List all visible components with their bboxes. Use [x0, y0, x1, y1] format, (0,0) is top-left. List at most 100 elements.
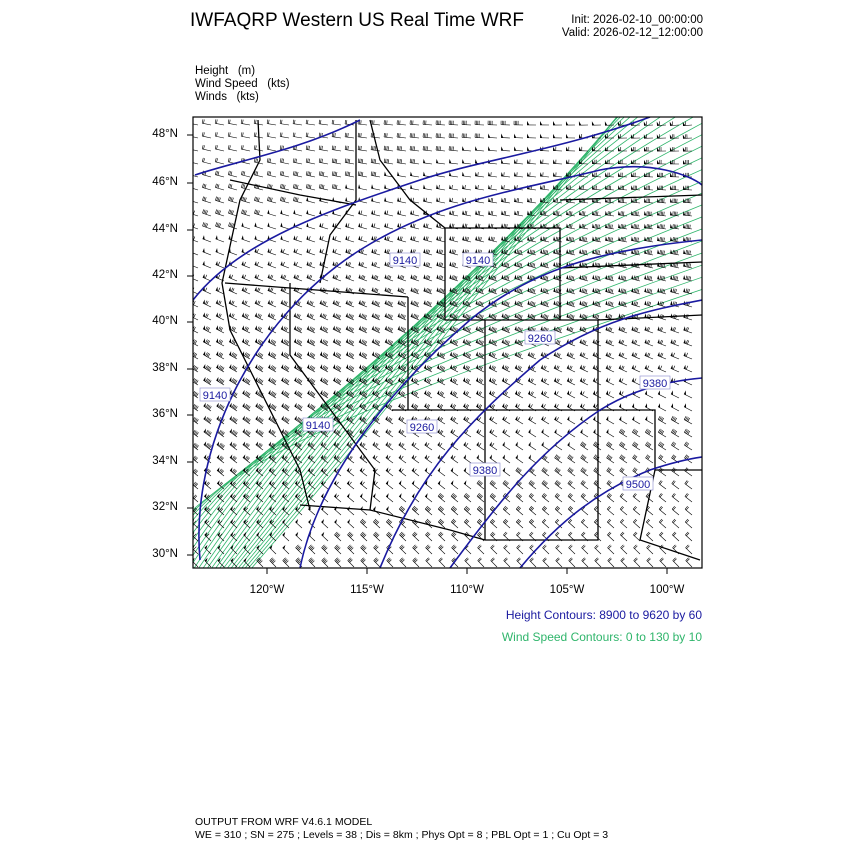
wind-barb — [618, 185, 628, 191]
wind-barb — [229, 415, 238, 425]
wind-barb — [267, 248, 277, 256]
wind-barb — [618, 223, 628, 230]
wind-barb — [606, 505, 615, 516]
wind-barb — [268, 376, 277, 386]
wind-barb — [332, 325, 342, 334]
height-contour-label: 9140 — [306, 420, 330, 432]
wind-barb — [685, 518, 693, 529]
wind-barb — [657, 351, 667, 360]
wind-barb — [331, 132, 342, 139]
wind-barb — [463, 390, 472, 399]
wind-barb — [228, 351, 238, 360]
wind-barb — [201, 119, 212, 126]
wind-barb — [308, 518, 316, 529]
footer-config: WE = 310 ; SN = 275 ; Levels = 38 ; Dis … — [195, 829, 609, 841]
lon-label: 100°W — [649, 584, 685, 596]
wind-barb — [359, 389, 368, 399]
wind-barb — [568, 557, 576, 568]
wind-barb — [646, 531, 654, 542]
wind-barb — [240, 119, 251, 126]
wind-barb — [241, 351, 251, 360]
wind-barb — [684, 441, 693, 451]
wind-speed-contour — [226, 117, 649, 568]
wind-barb — [384, 274, 394, 282]
wind-barb — [436, 184, 446, 191]
wind-barb — [228, 170, 238, 178]
wind-barb — [215, 312, 225, 321]
wind-barb — [516, 544, 524, 555]
wind-barb — [321, 518, 329, 529]
wind-barb — [683, 390, 693, 399]
wind-barb — [463, 493, 472, 503]
wind-barb — [410, 184, 420, 191]
wind-barb — [449, 248, 459, 256]
wind-barb — [527, 390, 537, 399]
wind-barb — [384, 325, 394, 334]
wind-barb — [594, 557, 602, 568]
wind-barb — [280, 209, 290, 217]
wind-barb — [332, 364, 342, 373]
wind-barb — [553, 390, 563, 399]
wind-barb — [243, 557, 251, 568]
wind-barb — [293, 209, 303, 217]
wind-barb — [241, 196, 251, 204]
wind-barb — [410, 197, 420, 204]
wind-barb — [345, 312, 355, 321]
wind-barb — [319, 338, 329, 347]
wind-barb — [450, 390, 459, 399]
wind-barb — [384, 222, 394, 230]
wind-barb — [334, 531, 342, 542]
wind-barb — [618, 326, 628, 334]
wind-barb — [293, 248, 303, 256]
wind-barb — [384, 364, 394, 373]
wind-barb — [475, 390, 485, 399]
wind-barb — [358, 184, 368, 191]
wind-barb — [449, 261, 459, 269]
wind-barb — [203, 441, 212, 451]
wind-barb — [515, 493, 524, 503]
wind-barb — [346, 415, 355, 425]
wind-barb — [580, 467, 589, 477]
wind-barb — [255, 441, 264, 451]
wind-barb — [308, 557, 316, 568]
wind-barb — [280, 299, 290, 308]
wind-barb — [605, 300, 615, 308]
height-contour-label: 9380 — [643, 378, 667, 390]
wind-barb — [202, 325, 212, 334]
wind-barb — [214, 144, 225, 152]
wind-barb — [384, 209, 394, 217]
wind-barb — [656, 172, 667, 178]
wind-barb — [670, 198, 680, 204]
wind-barb — [553, 249, 563, 256]
height-contour-label: 9140 — [203, 390, 227, 402]
wind-barb — [254, 209, 264, 217]
wind-barb — [370, 171, 381, 178]
wind-barb — [397, 287, 407, 295]
height-contour-label: 9260 — [528, 333, 552, 345]
wind-barb — [269, 506, 277, 516]
wind-barb — [541, 441, 550, 451]
wind-barb — [436, 312, 446, 321]
wind-barb — [331, 145, 342, 152]
wind-barb — [488, 184, 498, 191]
lat-label: 36°N — [152, 408, 178, 420]
wind-barb — [358, 209, 368, 217]
wind-barb — [449, 351, 459, 360]
wind-barb — [553, 364, 563, 373]
wind-barb — [372, 402, 381, 412]
wind-barb — [592, 338, 602, 347]
wind-speed-contour — [244, 117, 619, 568]
wind-barb — [488, 146, 498, 152]
wind-barb — [605, 210, 615, 217]
wind-barb — [567, 441, 576, 451]
wind-barb — [345, 261, 355, 269]
wind-barb — [644, 313, 654, 321]
wind-barb — [450, 454, 459, 464]
wind-barb — [216, 351, 225, 360]
wind-barb — [319, 325, 329, 334]
wind-barb — [241, 222, 251, 230]
wind-barb — [488, 338, 498, 347]
wind-barb — [579, 274, 589, 282]
wind-barb — [279, 132, 290, 139]
wind-barb — [527, 377, 537, 386]
